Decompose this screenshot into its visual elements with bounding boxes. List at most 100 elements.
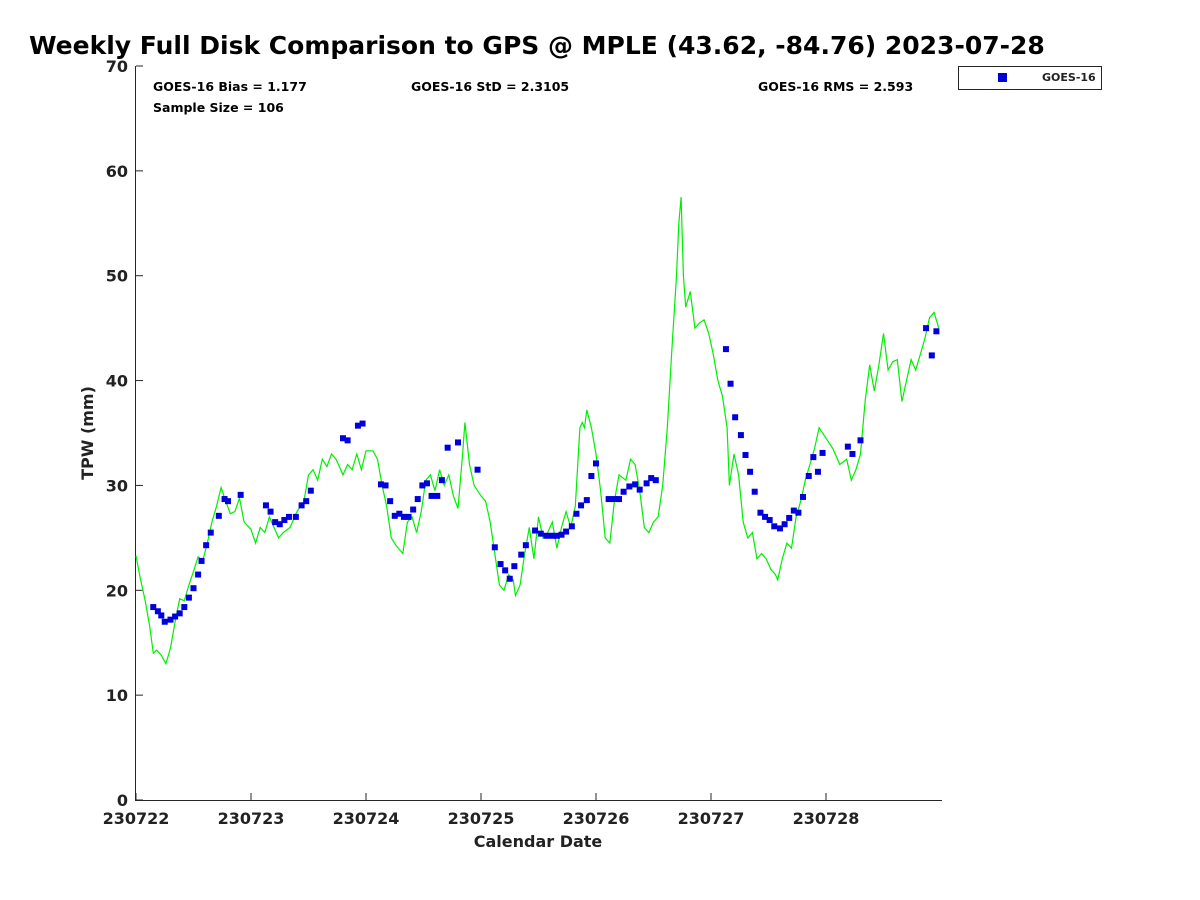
goes-point: [522, 542, 529, 549]
goes-point: [626, 483, 633, 490]
goes-point: [795, 509, 802, 516]
goes-point: [190, 585, 197, 592]
x-axis-label: Calendar Date: [474, 832, 603, 851]
goes-point: [195, 571, 202, 578]
goes-point: [161, 618, 168, 625]
goes-point: [167, 616, 174, 623]
y-tick-label: 10: [106, 686, 128, 705]
goes-point: [354, 422, 361, 429]
goes-point: [558, 531, 565, 538]
goes-point: [549, 532, 556, 539]
goes-point: [620, 488, 627, 495]
goes-point: [267, 508, 274, 515]
goes-point: [176, 610, 183, 617]
goes-point: [578, 502, 585, 509]
goes-point: [154, 608, 161, 615]
goes-point: [396, 510, 403, 517]
std-stat: GOES-16 StD = 2.3105: [411, 79, 569, 94]
goes-point: [573, 510, 580, 517]
goes-point: [849, 450, 856, 457]
legend-label: GOES-16: [1042, 71, 1096, 84]
goes-point: [762, 513, 769, 520]
goes-point: [543, 532, 550, 539]
goes-point: [588, 472, 595, 479]
goes-point: [414, 496, 421, 503]
goes-point: [777, 525, 783, 532]
y-tick-label: 70: [106, 57, 128, 76]
goes-point: [391, 512, 398, 519]
goes-point: [742, 452, 749, 459]
goes-point: [757, 509, 764, 516]
x-tick-label: 230725: [448, 809, 515, 828]
goes-point: [272, 519, 279, 526]
goes-point: [419, 482, 426, 489]
goes-point: [814, 468, 821, 475]
goes-point: [262, 502, 269, 509]
x-tick-label: 230728: [793, 809, 860, 828]
goes-point: [747, 468, 754, 475]
goes-point: [810, 454, 817, 461]
goes-point: [298, 502, 305, 509]
goes-point: [198, 557, 205, 564]
goes-point: [737, 432, 744, 439]
plot-area: 0 10 20 30 40 50 60 70 230722 230723 230724 230725…: [103, 57, 942, 828]
goes-point: [434, 492, 441, 499]
goes-point: [751, 488, 758, 495]
goes-point: [643, 480, 650, 487]
goes-point: [359, 420, 366, 427]
goes-point: [636, 486, 643, 493]
goes-point: [605, 496, 612, 503]
goes-point: [410, 506, 417, 513]
goes-point: [185, 594, 192, 601]
legend-marker: [998, 73, 1007, 82]
goes-point: [805, 472, 812, 479]
goes-point: [203, 542, 210, 549]
goes-point: [382, 482, 389, 489]
goes-point: [172, 613, 179, 620]
legend: GOES-16: [958, 66, 1102, 90]
y-tick-label: 30: [106, 476, 128, 495]
goes-point: [221, 496, 228, 503]
rms-stat: GOES-16 RMS = 2.593: [758, 79, 913, 94]
x-tick-label: 230727: [678, 809, 745, 828]
y-tick-label: 50: [106, 267, 128, 286]
goes-point: [285, 513, 292, 520]
goes-point: [506, 575, 513, 582]
goes-point: [491, 544, 498, 551]
goes-point: [400, 513, 407, 520]
y-tick-label: 40: [106, 372, 128, 391]
goes-point: [616, 496, 622, 503]
y-tick-label: 60: [106, 162, 128, 181]
x-ticks: 230722 230723 230724 230725 230726 230727 2307…: [103, 793, 860, 828]
goes-point: [611, 496, 618, 503]
goes-point: [207, 529, 214, 536]
goes-series: [150, 325, 940, 625]
goes-point: [340, 435, 346, 442]
goes-point: [428, 492, 435, 499]
bias-stat: GOES-16 Bias = 1.177: [153, 79, 307, 94]
goes-point: [727, 380, 734, 387]
goes-point: [532, 527, 539, 534]
y-tick-label: 20: [106, 581, 128, 600]
goes-point: [181, 604, 188, 611]
goes-point: [928, 352, 935, 359]
goes-point: [844, 443, 851, 450]
goes-point: [423, 480, 430, 487]
goes-point: [652, 477, 659, 484]
goes-point: [568, 523, 575, 530]
legend-box: [958, 66, 1102, 90]
goes-point: [474, 466, 481, 473]
goes-point: [292, 513, 299, 520]
stats-annotations: GOES-16 Bias = 1.177 GOES-16 StD = 2.310…: [153, 79, 913, 115]
goes-point: [786, 514, 793, 521]
goes-point: [923, 325, 930, 332]
goes-point: [444, 444, 451, 451]
goes-point: [766, 517, 773, 524]
goes-point: [933, 328, 940, 335]
goes-point: [553, 532, 560, 539]
goes-point: [518, 551, 525, 558]
x-tick-label: 230724: [333, 809, 400, 828]
goes-point: [563, 528, 570, 535]
goes-point: [790, 507, 797, 514]
x-tick-label: 230722: [103, 809, 170, 828]
